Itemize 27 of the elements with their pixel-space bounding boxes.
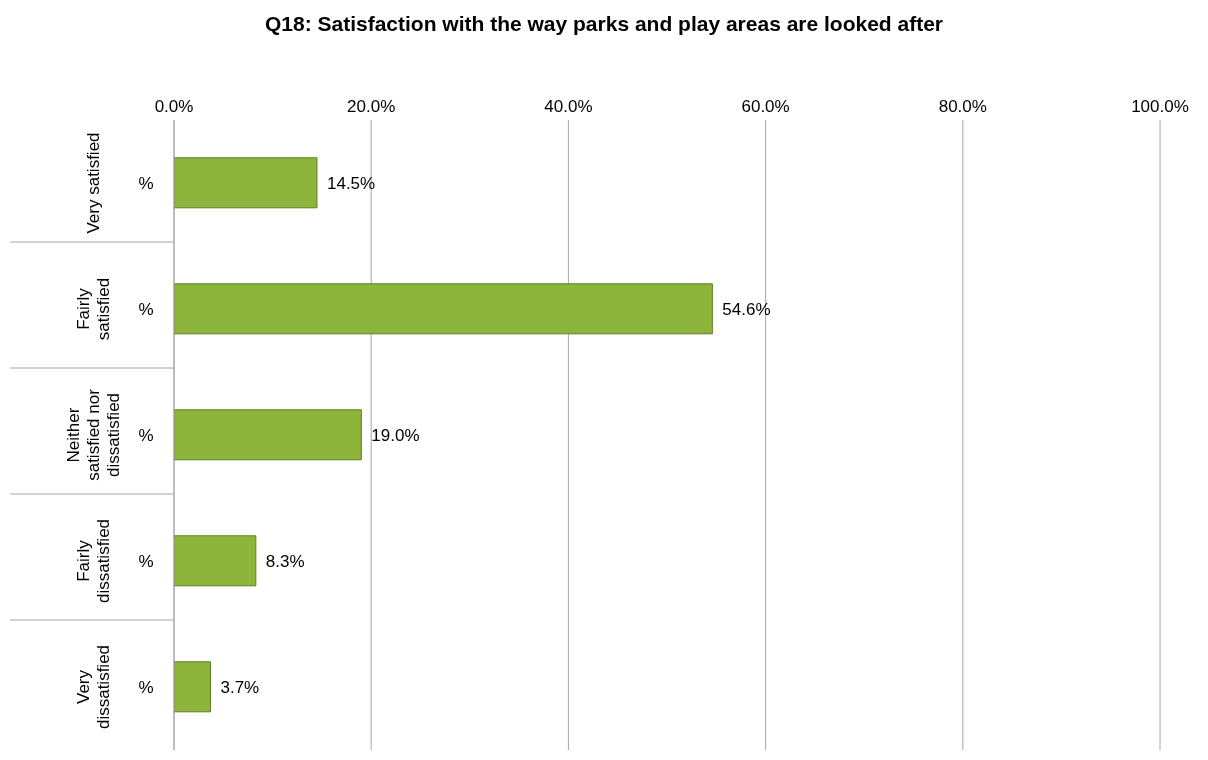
x-tick-label: 80.0%: [938, 97, 987, 116]
data-label: 3.7%: [220, 677, 260, 697]
y-tick-label: Very dissatisfied: [74, 644, 113, 730]
bar: [174, 157, 318, 209]
x-tick-label: 40.0%: [544, 97, 593, 116]
text: %: [138, 552, 154, 571]
bar: [174, 409, 362, 461]
data-label: 8.3%: [265, 551, 305, 571]
y-tick-label: Fairly satisfied: [74, 277, 113, 341]
y-tick-label: Fairly dissatisfied: [74, 518, 113, 604]
data-label: 54.6%: [722, 299, 771, 319]
bar: [174, 535, 257, 587]
text: %: [138, 678, 154, 697]
text: %: [138, 426, 154, 445]
x-tick-label: 100.0%: [1131, 97, 1189, 116]
data-label: 19.0%: [371, 425, 420, 445]
y-tick-label: Very satisfied: [84, 132, 103, 234]
data-label: 14.5%: [326, 173, 376, 193]
bar: [174, 283, 713, 335]
x-tick-label: 0.0%: [154, 97, 194, 116]
bar: [174, 661, 211, 713]
chart-title: Q18: Satisfaction with the way parks and play areas are looked after: [263, 11, 945, 37]
y-tick-label: Neither satisfied nor dissatisfied: [64, 388, 123, 481]
text: %: [138, 300, 154, 319]
x-tick-label: 60.0%: [741, 97, 790, 116]
x-tick-label: 20.0%: [347, 97, 396, 116]
series-label: %: [138, 174, 154, 193]
